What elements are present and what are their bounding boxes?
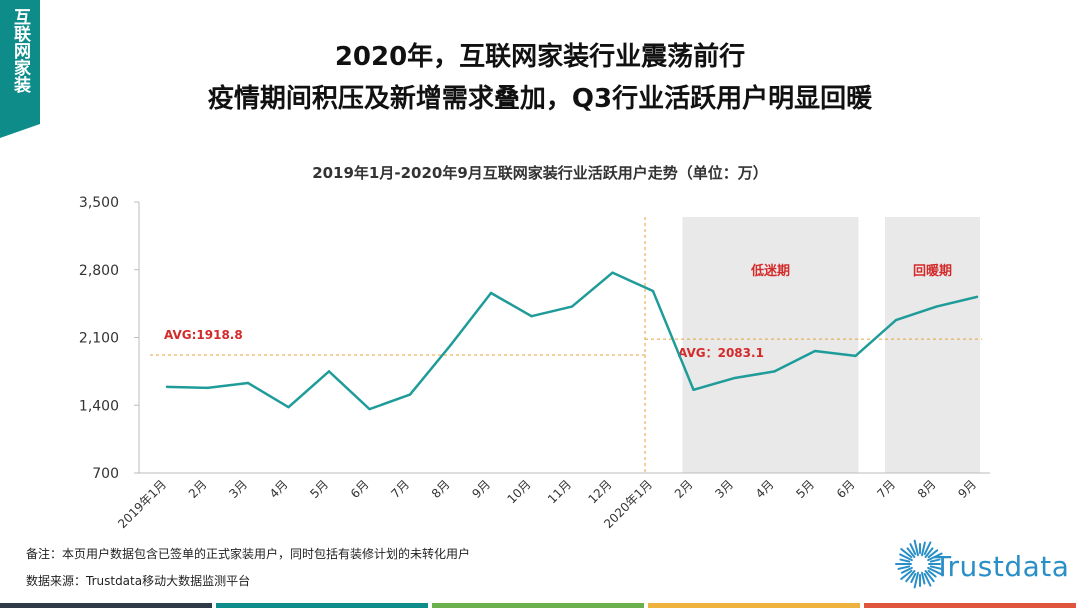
x-tick-label: 12月 (585, 477, 614, 506)
data-point (530, 315, 533, 318)
data-point (206, 386, 209, 390)
data-point (408, 393, 412, 396)
data-point (165, 385, 169, 389)
source-note: 数据来源：Trustdata移动大数据监测平台 (26, 574, 251, 588)
page-title: 2020年，互联网家装行业震荡前行 (334, 42, 746, 72)
x-tick-label: 9月 (469, 477, 493, 501)
data-point (732, 376, 736, 380)
x-tick-label: 8月 (915, 477, 939, 501)
data-point (489, 291, 493, 295)
shaded-region-label-2: 回暖期 (913, 263, 952, 279)
chart-title: 2019年1月-2020年9月互联网家装行业活跃用户走势（单位：万） (312, 164, 768, 182)
data-point (935, 305, 938, 308)
x-tick-label: 6月 (834, 477, 858, 501)
section-tab-label: 互联网家装 (10, 8, 30, 93)
data-point (611, 271, 614, 274)
data-point (570, 305, 574, 308)
data-point (287, 405, 290, 409)
x-tick-label: 8月 (429, 477, 453, 501)
line-chart: 低迷期 回暖期 700 1,400 2,100 2,800 3,500 2019年1月 2月 3月… (79, 195, 990, 531)
y-tick-label: 1,400 (79, 398, 119, 414)
data-point (813, 349, 817, 353)
y-tick-label: 2,800 (79, 263, 119, 279)
sunburst-logo-icon (895, 539, 943, 589)
data-point (975, 295, 979, 299)
x-tick-label: 5月 (307, 477, 331, 501)
data-point (692, 388, 695, 391)
y-tick-label: 3,500 (79, 195, 119, 211)
remark-note: 备注：本页用户数据包含已签单的正式家装用户，同时包括有装修计划的未转化用户 (26, 547, 471, 561)
bottom-bar-segment (432, 603, 644, 608)
data-point (327, 370, 331, 373)
bottom-bar-segment (864, 603, 1076, 608)
shaded-region-2 (885, 217, 980, 473)
average-label-2: AVG：2083.1 (678, 346, 764, 360)
x-tick-label: 5月 (793, 477, 817, 501)
x-tick-label: 7月 (388, 477, 412, 501)
x-tick-label: 7月 (874, 477, 898, 501)
section-tab: 互联网家装 (0, 0, 40, 138)
y-tick-label: 2,100 (79, 331, 119, 347)
shaded-region-1 (682, 217, 859, 473)
bottom-bar-segment (648, 603, 860, 608)
bottom-bar-segment (0, 603, 212, 608)
data-point (449, 344, 452, 347)
data-point (854, 354, 857, 358)
data-point (773, 370, 776, 373)
data-point (368, 407, 371, 411)
x-tick-label: 6月 (348, 477, 372, 501)
x-tick-label: 10月 (504, 477, 533, 506)
x-tick-label: 2019年1月 (115, 477, 169, 531)
x-tick-label: 4月 (267, 477, 291, 501)
logo-text: Trustdata (934, 550, 1070, 583)
data-point (246, 381, 250, 385)
x-tick-label: 3月 (712, 477, 736, 501)
page-subtitle: 疫情期间积压及新增需求叠加，Q3行业活跃用户明显回暖 (207, 84, 873, 114)
x-tick-label: 2月 (186, 477, 210, 501)
x-tick-label: 4月 (753, 477, 777, 501)
x-tick-label: 11月 (545, 477, 574, 506)
x-tick-label: 9月 (955, 477, 979, 501)
y-tick-label: 700 (92, 466, 119, 482)
bottom-bar-segment (216, 603, 428, 608)
data-point (651, 289, 655, 293)
average-label-1: AVG:1918.8 (164, 328, 243, 342)
x-tick-label: 2月 (672, 477, 696, 501)
data-point (894, 318, 898, 322)
x-tick-label: 3月 (226, 477, 250, 501)
shaded-region-label-1: 低迷期 (750, 263, 790, 279)
